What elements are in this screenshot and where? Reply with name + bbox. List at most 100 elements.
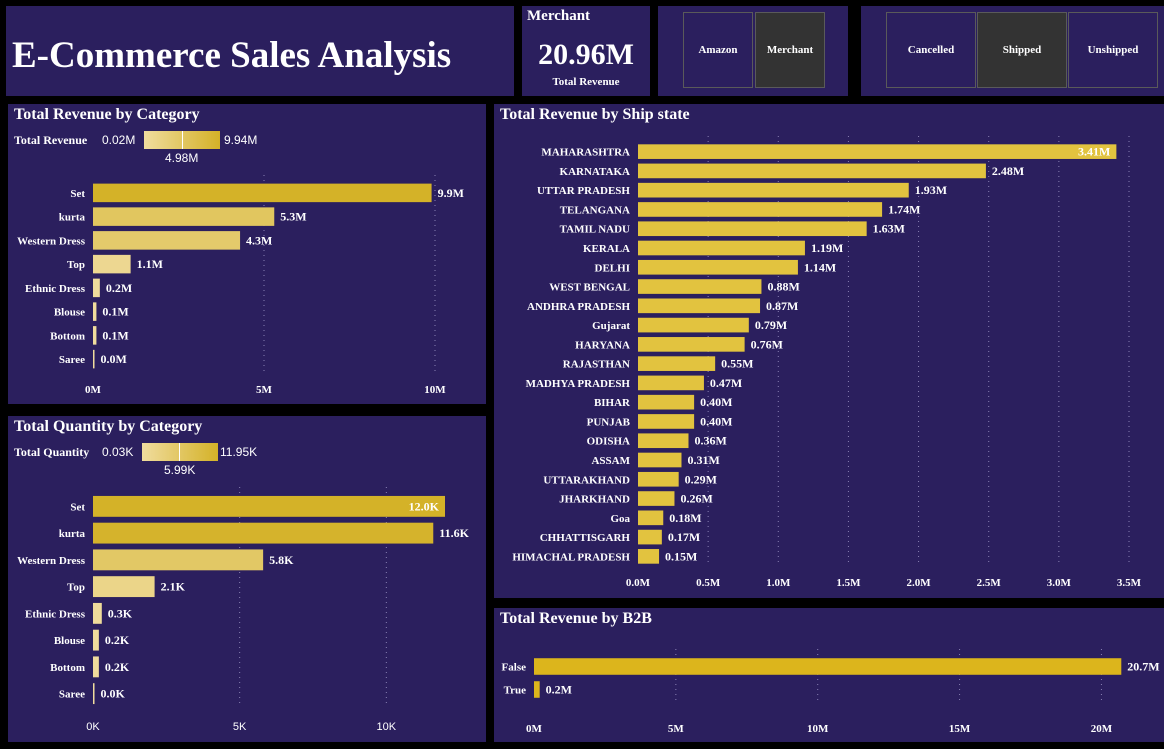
legend-min: 0.02M	[102, 133, 136, 147]
bar[interactable]	[638, 240, 805, 256]
category-label: Top	[67, 582, 85, 594]
category-label: Goa	[610, 513, 630, 525]
bar[interactable]	[638, 317, 749, 333]
category-label: MAHARASHTRA	[541, 147, 630, 159]
revenue-by-b2b-panel: Total Revenue by B2B False 20.7M True 0.2M 0…	[494, 608, 1164, 742]
bar[interactable]	[93, 522, 434, 544]
bar[interactable]	[638, 202, 883, 217]
x-tick-label: 10M	[807, 723, 829, 735]
bar[interactable]	[638, 163, 986, 179]
bar[interactable]	[638, 491, 675, 506]
bar[interactable]	[93, 656, 99, 678]
bar[interactable]	[638, 529, 662, 545]
revenue-color-legend: Total Revenue 0.02M 9.94M 4.98M	[14, 131, 274, 165]
x-tick-label: 5K	[233, 721, 247, 733]
category-label: Ethnic Dress	[25, 608, 86, 620]
bar[interactable]	[638, 356, 716, 371]
data-label: 1.1M	[137, 257, 163, 271]
category-label: PUNJAB	[587, 416, 631, 428]
data-label: 9.9M	[438, 186, 464, 200]
data-label: 0.31M	[687, 453, 719, 467]
bar[interactable]	[93, 278, 100, 298]
bar[interactable]	[93, 302, 97, 321]
bar[interactable]	[638, 337, 745, 352]
data-label: 4.3M	[246, 233, 272, 247]
category-label: HIMACHAL PRADESH	[512, 551, 630, 563]
x-tick-label: 2.5M	[977, 577, 1002, 589]
data-label: 3.41M	[1078, 145, 1110, 159]
category-label: KARNATAKA	[560, 166, 631, 178]
x-tick-label: 10K	[377, 721, 397, 733]
data-label: 0.18M	[669, 511, 701, 525]
bar[interactable]	[638, 394, 695, 410]
data-label: 5.3M	[280, 210, 306, 224]
category-label: MADHYA PRADESH	[526, 378, 631, 390]
revenue-by-b2b-title: Total Revenue by B2B	[500, 610, 652, 627]
bar[interactable]	[93, 207, 275, 226]
kpi-card-value: 20.96M	[538, 38, 634, 71]
slicer-button-shipped[interactable]: Shipped	[977, 12, 1067, 88]
data-label: 0.3K	[108, 606, 133, 620]
legend-max: 9.94M	[224, 133, 258, 147]
x-tick-label: 0M	[85, 384, 102, 396]
bar[interactable]	[534, 658, 1122, 675]
bar[interactable]	[638, 549, 660, 564]
category-label: True	[504, 685, 527, 697]
bar[interactable]	[93, 549, 264, 571]
bar[interactable]	[93, 326, 97, 345]
category-label: HARYANA	[575, 339, 630, 351]
bar[interactable]	[638, 144, 1117, 159]
x-tick-label: 0K	[86, 721, 100, 733]
bar[interactable]	[93, 683, 95, 705]
quantity-by-category-panel: Total Quantity by Category Total Quantit…	[8, 416, 486, 742]
bar[interactable]	[638, 433, 689, 449]
slicer-button-unshipped[interactable]: Unshipped	[1068, 12, 1158, 88]
bar[interactable]	[638, 259, 798, 275]
bar[interactable]	[93, 495, 445, 517]
data-label: 0.47M	[710, 376, 742, 390]
bar[interactable]	[534, 681, 540, 698]
category-label: Set	[70, 501, 85, 513]
legend-min: 0.03K	[102, 445, 134, 459]
bar[interactable]	[638, 471, 679, 487]
slicer-button-amazon[interactable]: Amazon	[683, 12, 753, 88]
bar[interactable]	[638, 452, 682, 468]
revenue-by-state-chart: MAHARASHTRA 3.41M KARNATAKA 2.48M UTTAR PRAD…	[512, 136, 1142, 589]
bar[interactable]	[93, 349, 95, 369]
data-label: 0.15M	[665, 549, 697, 563]
quantity-by-category-title: Total Quantity by Category	[14, 418, 203, 435]
x-tick-label: 3.0M	[1047, 577, 1072, 589]
category-label: Bottom	[50, 662, 85, 674]
bar[interactable]	[638, 182, 909, 198]
category-label: Blouse	[54, 307, 85, 319]
x-tick-label: 3.5M	[1117, 577, 1142, 589]
bar[interactable]	[638, 279, 762, 294]
data-label: 0.76M	[751, 337, 783, 351]
data-label: 0.0M	[101, 352, 127, 366]
revenue-by-state-title: Total Revenue by Ship state	[500, 106, 690, 123]
bar[interactable]	[638, 510, 664, 526]
data-label: 0.88M	[767, 280, 799, 294]
bar[interactable]	[93, 183, 432, 203]
category-label: ODISHA	[587, 436, 630, 448]
data-label: 0.17M	[668, 530, 700, 544]
data-label: 1.74M	[888, 202, 920, 216]
bar[interactable]	[93, 254, 131, 274]
bar[interactable]	[638, 414, 695, 429]
slicer-button-cancelled[interactable]: Cancelled	[886, 12, 976, 88]
bar[interactable]	[638, 221, 867, 237]
category-label: DELHI	[595, 262, 630, 274]
bar[interactable]	[93, 629, 99, 651]
category-label: BIHAR	[594, 397, 631, 409]
bar[interactable]	[638, 298, 761, 314]
x-tick-label: 1.0M	[766, 577, 791, 589]
slicer-button-merchant[interactable]: Merchant	[755, 12, 825, 88]
data-label: 0.1M	[102, 305, 128, 319]
bar[interactable]	[638, 375, 704, 391]
category-label: kurta	[59, 212, 86, 224]
bar[interactable]	[93, 576, 155, 598]
x-tick-label: 0M	[526, 723, 543, 735]
bar[interactable]	[93, 231, 241, 250]
bar[interactable]	[93, 602, 102, 624]
data-label: 0.26M	[680, 492, 712, 506]
